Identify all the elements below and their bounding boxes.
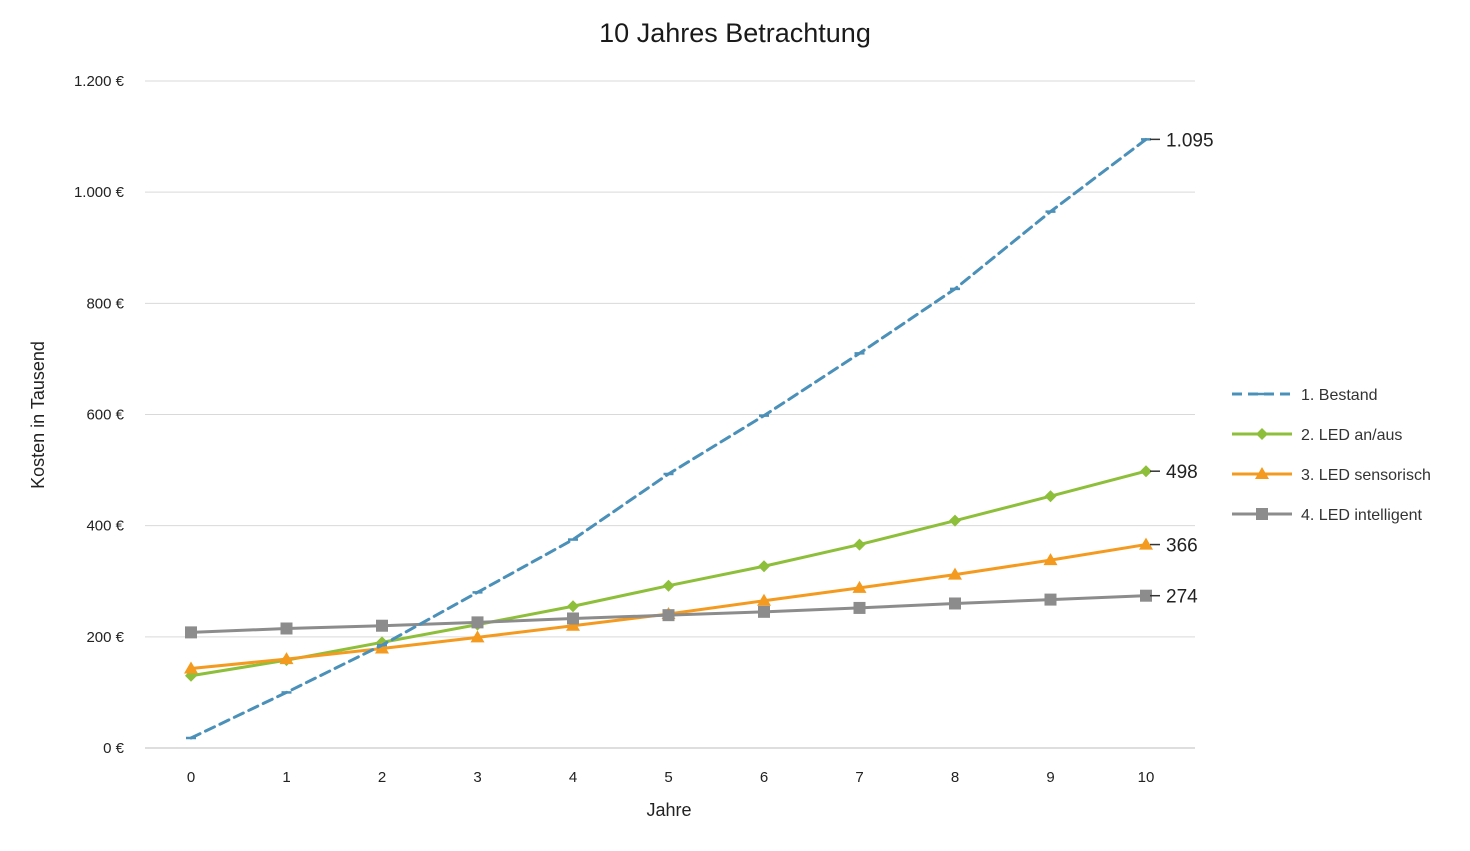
x-axis-ticks: 0 1 2 3 4 5 6 7 8 9 10: [187, 769, 1155, 786]
square-marker: [185, 626, 197, 639]
series-line: [189, 469, 1148, 678]
series-2: [185, 465, 1152, 682]
data-label: 274: [1166, 587, 1198, 608]
x-tick-label: 10: [1138, 769, 1155, 786]
triangle-marker: [1255, 467, 1269, 479]
x-tick-label: 7: [855, 769, 863, 786]
legend: 1. Bestand 2. LED an/aus 3. LED sensorisch…: [1232, 387, 1431, 524]
x-tick-label: 8: [951, 769, 959, 786]
legend-item: 1. Bestand: [1232, 387, 1378, 404]
data-label: 366: [1166, 536, 1198, 557]
y-tick-label: 200 €: [86, 629, 124, 646]
legend-label: 3. LED sensorisch: [1301, 467, 1431, 484]
data-labels: 1.095 498 366 274: [1150, 130, 1214, 608]
triangle-marker: [470, 630, 485, 643]
x-tick-label: 3: [473, 769, 481, 786]
y-axis-label: Kosten in Tausend: [28, 341, 48, 489]
triangle-marker: [566, 618, 580, 631]
diamond-marker: [949, 514, 961, 527]
square-marker: [949, 597, 961, 610]
triangle-marker: [948, 567, 962, 580]
square-marker: [1140, 589, 1152, 602]
x-axis-label: Jahre: [646, 800, 691, 820]
x-tick-label: 5: [664, 769, 672, 786]
series-1: [186, 137, 1151, 740]
diamond-marker: [758, 560, 770, 573]
series-group: [184, 137, 1153, 740]
legend-label: 4. LED intelligent: [1301, 507, 1423, 524]
series-4: [185, 589, 1152, 639]
legend-label: 2. LED an/aus: [1301, 427, 1402, 444]
square-marker: [1044, 593, 1057, 606]
y-tick-label: 0 €: [103, 740, 125, 757]
square-marker: [280, 622, 293, 635]
data-label: 1.095: [1166, 130, 1214, 151]
y-axis-ticks: 0 € 200 € 400 € 600 € 800 € 1.000 € 1.200 €: [74, 73, 125, 757]
square-marker: [853, 601, 866, 614]
diamond-marker: [853, 538, 866, 551]
legend-item: 3. LED sensorisch: [1232, 467, 1431, 484]
data-label: 498: [1166, 462, 1198, 483]
y-tick-label: 1.200 €: [74, 73, 125, 90]
gridlines: [145, 80, 1195, 749]
square-marker: [758, 605, 770, 618]
diamond-marker: [1140, 465, 1152, 478]
x-tick-label: 9: [1046, 769, 1054, 786]
diamond-marker: [1044, 490, 1057, 503]
x-tick-label: 1: [282, 769, 290, 786]
square-marker: [662, 609, 675, 622]
square-marker: [1256, 508, 1268, 520]
triangle-marker: [852, 580, 867, 593]
y-tick-label: 600 €: [86, 407, 124, 424]
series-line: [189, 137, 1148, 740]
triangle-marker: [1043, 553, 1058, 566]
legend-item: 2. LED an/aus: [1232, 427, 1402, 444]
x-tick-label: 0: [187, 769, 195, 786]
y-tick-label: 800 €: [86, 295, 124, 312]
legend-label: 1. Bestand: [1301, 387, 1378, 404]
legend-item: 4. LED intelligent: [1232, 507, 1423, 524]
square-marker: [567, 612, 579, 625]
triangle-marker: [279, 652, 294, 665]
x-tick-label: 6: [760, 769, 768, 786]
y-tick-label: 1.000 €: [74, 184, 125, 201]
diamond-marker: [567, 600, 579, 613]
x-tick-label: 4: [569, 769, 577, 786]
chart-title: 10 Jahres Betrachtung: [599, 18, 871, 48]
diamond-marker: [1256, 428, 1268, 440]
series-3: [184, 537, 1153, 674]
square-marker: [376, 619, 388, 632]
triangle-marker: [757, 593, 771, 606]
triangle-marker: [1139, 537, 1153, 550]
x-tick-label: 2: [378, 769, 386, 786]
square-marker: [471, 616, 484, 629]
diamond-marker: [662, 579, 675, 592]
y-tick-label: 400 €: [86, 518, 124, 535]
triangle-marker: [184, 661, 198, 674]
triangle-marker: [375, 641, 389, 654]
